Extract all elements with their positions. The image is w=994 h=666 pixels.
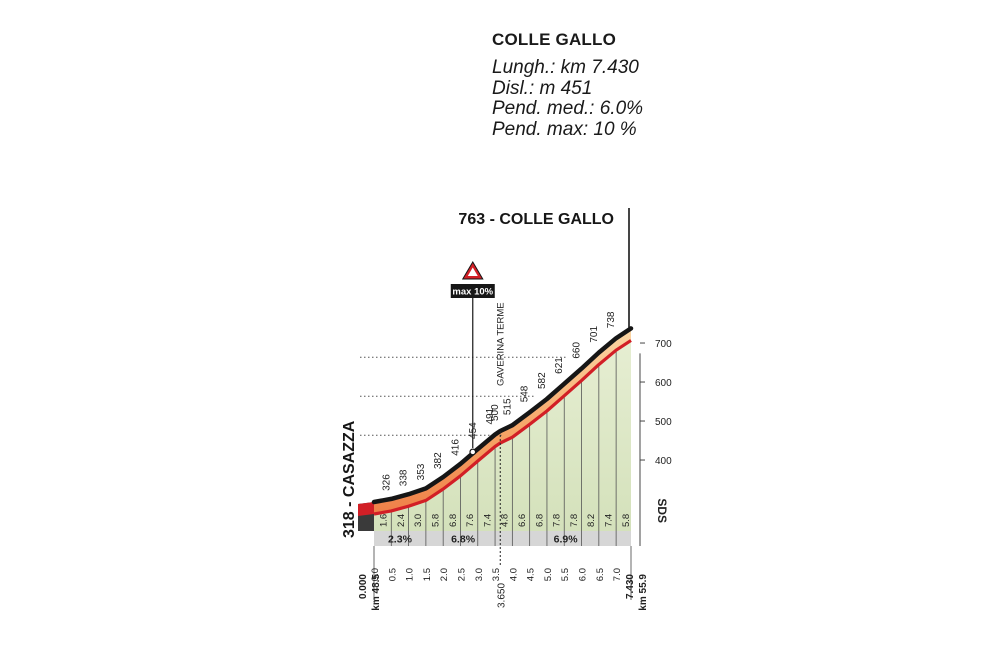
start-wall-top xyxy=(358,502,374,516)
sector-grade: 2.3% xyxy=(388,534,413,546)
segment-grade: 7.4 xyxy=(482,514,493,527)
altitude-tick-label: 700 xyxy=(655,339,672,350)
segment-grade: 1.6 xyxy=(379,514,390,527)
altitude-label: 701 xyxy=(589,326,600,343)
km-tick-label: 2.5 xyxy=(456,568,467,581)
altitude-label: 338 xyxy=(399,469,410,486)
max-grade-badge xyxy=(450,284,495,298)
avg-grade-stat: Pend. med.: 6.0% xyxy=(492,98,644,119)
grade-strip xyxy=(374,531,631,546)
segment-grade: 5.8 xyxy=(621,514,632,527)
segment-grade: 2.4 xyxy=(396,514,407,527)
start-label: 318 - CASAZZA xyxy=(341,420,358,538)
altitude-label: 382 xyxy=(433,452,444,469)
climb-info: COLLE GALLO Lungh.: km 7.430 Disl.: m 45… xyxy=(492,30,643,140)
segment-grade: 6.6 xyxy=(517,514,528,527)
length-stat: Lungh.: km 7.430 xyxy=(492,57,639,78)
max-grade-badge-label: max 10% xyxy=(452,287,493,298)
altitude-label: 326 xyxy=(381,474,392,491)
altitude-tick-label: 400 xyxy=(655,456,672,467)
start-race-km-label: km 48.5 xyxy=(371,574,382,611)
segment-grade: 7.4 xyxy=(603,514,614,527)
waypoint-km-label: 3.650 xyxy=(496,583,507,608)
altitude-label: 621 xyxy=(554,357,565,374)
altitude-label: 582 xyxy=(537,372,548,389)
segment-grade: 7.8 xyxy=(552,514,563,527)
km-tick-label: 1.5 xyxy=(422,568,433,581)
end-race-km-label: km 55.9 xyxy=(638,574,649,611)
profile-area xyxy=(374,340,631,531)
altitude-label: 738 xyxy=(606,311,617,328)
sector-grade: 6.8% xyxy=(451,534,476,546)
km-tick-label: 5.5 xyxy=(560,568,571,581)
end-km-label: 7.430 xyxy=(625,574,636,599)
km-tick-label: 0.5 xyxy=(387,568,398,581)
km-tick-label: 4.5 xyxy=(526,568,537,581)
altitude-tick-label: 500 xyxy=(655,417,672,428)
profile-ridge-line xyxy=(371,326,634,505)
summit-label: 763 - COLLE GALLO xyxy=(458,211,614,228)
km-tick-label: 6.5 xyxy=(595,568,606,581)
segment-grade: 4.8 xyxy=(500,514,511,527)
km-tick-label: 3.0 xyxy=(474,568,485,581)
sds-logo: SDS xyxy=(655,498,669,523)
altitude-label: 416 xyxy=(450,439,461,456)
altitude-label: 500 xyxy=(490,404,501,421)
segment-grade: 3.0 xyxy=(413,514,424,527)
km-tick-label: 5.0 xyxy=(543,568,554,581)
segment-grade: 6.8 xyxy=(534,514,545,527)
max-grade-stat: Pend. max: 10 % xyxy=(492,118,637,140)
segment-grade: 5.8 xyxy=(431,514,442,527)
segment-grade: 8.2 xyxy=(586,514,597,527)
warning-triangle-inner xyxy=(467,267,478,276)
segment-grade: 6.8 xyxy=(448,514,459,527)
altitude-label: 454 xyxy=(468,422,479,439)
start-km-label: 0.000 xyxy=(358,574,369,599)
sector-grade: 6.9% xyxy=(554,534,579,546)
km-tick-label: 3.5 xyxy=(491,568,502,581)
waypoint-label: GAVERINA TERME xyxy=(495,302,506,386)
altitude-label: 515 xyxy=(502,398,513,415)
segment-grade: 7.8 xyxy=(569,514,580,527)
max-grade-marker xyxy=(469,448,477,456)
km-tick-label: 7.0 xyxy=(612,568,623,581)
altitude-label: 548 xyxy=(520,385,531,402)
altitude-label: 353 xyxy=(416,463,427,480)
climb-stat: Disl.: m 451 xyxy=(492,77,593,99)
km-tick-label: 0.0 xyxy=(370,568,381,581)
altitude-tick-label: 600 xyxy=(655,378,672,389)
km-tick-label: 2.0 xyxy=(439,568,450,581)
km-tick-label: 6.0 xyxy=(578,568,589,581)
altitude-label: 660 xyxy=(572,341,583,358)
profile-base-line xyxy=(373,339,632,516)
segment-grade: 7.6 xyxy=(465,514,476,527)
km-tick-label: 1.0 xyxy=(405,568,416,581)
climb-title: COLLE GALLO xyxy=(492,30,617,49)
altitude-label: 491 xyxy=(485,407,496,424)
km-tick-label: 4.0 xyxy=(508,568,519,581)
